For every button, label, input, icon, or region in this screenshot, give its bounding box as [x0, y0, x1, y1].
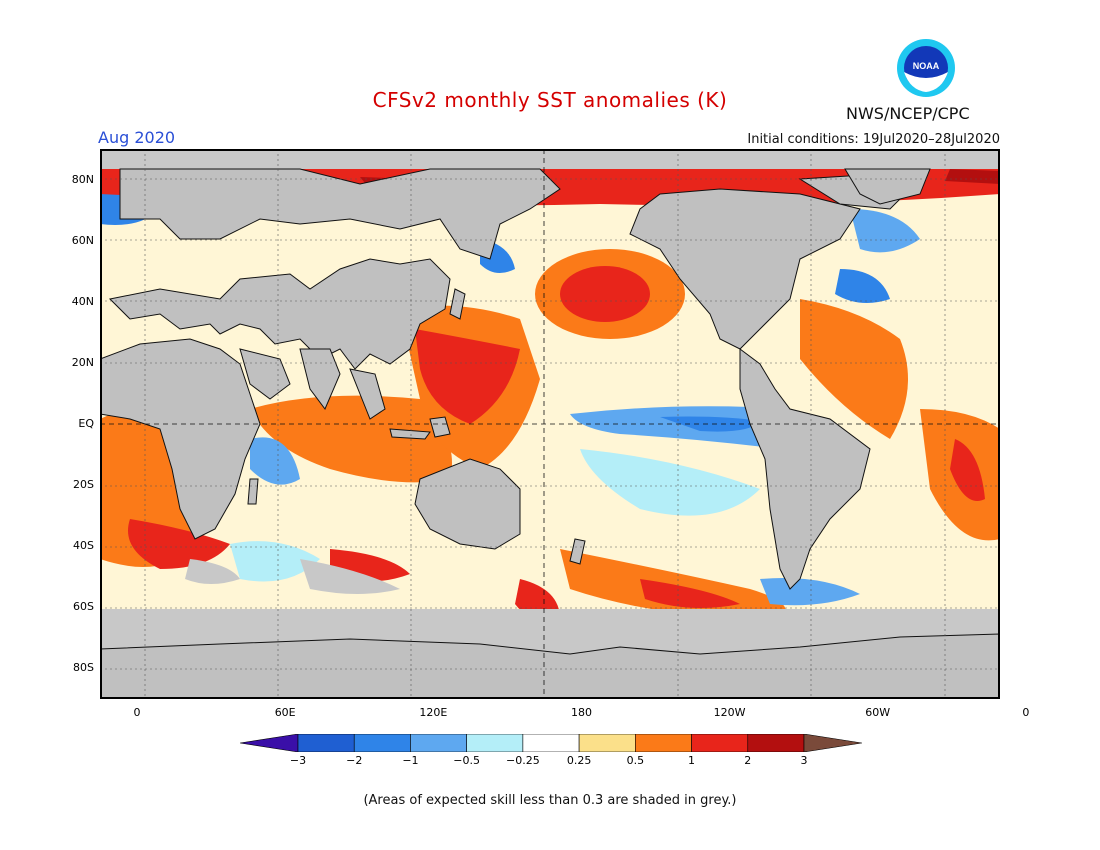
lat-tick-label: 80S [73, 661, 94, 675]
lat-tick-label: 20S [73, 478, 94, 492]
colorbar-tick-label: −3 [289, 754, 307, 767]
colorbar-segment [466, 734, 524, 752]
lon-tick-label: 0 [133, 706, 141, 719]
colorbar-segment [353, 734, 411, 752]
colorbar-tick-label: 2 [744, 754, 752, 767]
lat-tick-label: 40N [71, 294, 94, 308]
colorbar-tick-label: −0.5 [453, 754, 481, 767]
colorbar-tick-label: 0.25 [566, 754, 592, 767]
colorbar-segment [297, 734, 355, 752]
lat-tick-label: 60S [73, 600, 94, 614]
skill-footnote: (Areas of expected skill less than 0.3 a… [363, 793, 737, 808]
colorbar-tick-label: 0.5 [626, 754, 645, 767]
lon-tick-label: 60E [274, 706, 296, 719]
colorbar-tick-label: 1 [688, 754, 696, 767]
initial-conditions: Initial conditions: 19Jul2020–28Jul2020 [747, 132, 1000, 147]
colorbar-tick-label: −2 [346, 754, 363, 767]
colorbar-segment [522, 734, 580, 752]
colorbar-low-extend [240, 734, 299, 752]
colorbar-segment [747, 734, 805, 752]
lon-tick-label: 60W [865, 706, 891, 719]
ne-pacific-warm-blob [535, 249, 685, 339]
svg-text:NOAA: NOAA [913, 61, 940, 71]
agency-label: NWS/NCEP/CPC [846, 104, 970, 123]
valid-month: Aug 2020 [98, 128, 176, 147]
colorbar-tick-label: 3 [800, 754, 808, 767]
lat-tick-label: 40S [73, 539, 94, 553]
colorbar-segment [578, 734, 636, 752]
map-frame [100, 149, 1000, 699]
lon-tick-label: 120E [419, 706, 448, 719]
lon-tick-label: 120W [713, 706, 746, 719]
graticule [100, 149, 1000, 699]
land-masses [100, 168, 1000, 699]
colorbar-segment [410, 734, 467, 752]
lat-tick-label: 80N [71, 172, 94, 186]
cool-anomaly-shading [100, 193, 920, 606]
colorbar-tick-label: −1 [402, 754, 419, 767]
colorbar-segment [635, 734, 692, 752]
colorbar [240, 734, 862, 752]
colorbar-segment [691, 734, 749, 752]
sst-anomaly-map [100, 149, 1000, 699]
colorbar-tick-label: −0.25 [506, 754, 540, 767]
colorbar-high-extend [803, 734, 862, 752]
equator-dateline [100, 149, 1000, 699]
lat-tick-label: 20N [71, 355, 94, 369]
lon-tick-label: 180 [570, 706, 592, 719]
lat-tick-label: EQ [78, 417, 94, 430]
map-title: CFSv2 monthly SST anomalies (K) [372, 88, 728, 112]
lon-tick-label: 0 [1022, 706, 1030, 719]
lat-tick-label: 60N [71, 233, 94, 247]
noaa-logo-icon: NOAA [896, 38, 956, 98]
